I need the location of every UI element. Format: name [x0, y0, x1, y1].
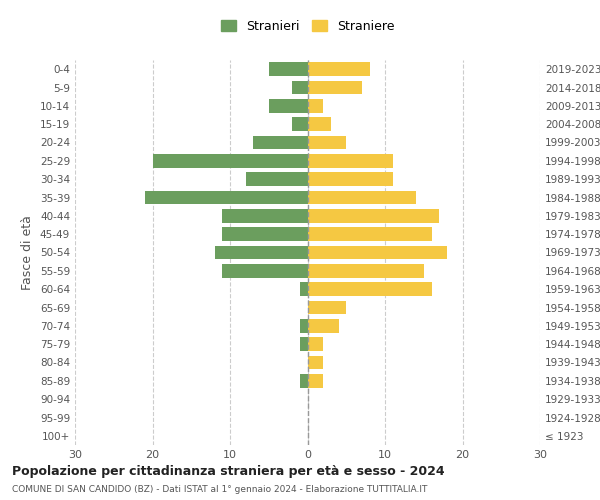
Bar	[308, 246, 447, 260]
Bar	[308, 338, 323, 351]
Bar	[222, 228, 308, 241]
Text: COMUNE DI SAN CANDIDO (BZ) - Dati ISTAT al 1° gennaio 2024 - Elaborazione TUTTIT: COMUNE DI SAN CANDIDO (BZ) - Dati ISTAT …	[12, 485, 427, 494]
Bar	[300, 338, 308, 351]
Bar	[308, 319, 338, 332]
Bar	[308, 172, 393, 186]
Bar	[300, 319, 308, 332]
Bar	[308, 80, 362, 94]
Legend: Stranieri, Straniere: Stranieri, Straniere	[217, 16, 398, 36]
Bar	[308, 99, 323, 112]
Y-axis label: Fasce di età: Fasce di età	[22, 215, 34, 290]
Bar	[300, 282, 308, 296]
Bar	[308, 228, 431, 241]
Bar	[308, 300, 346, 314]
Bar	[308, 136, 346, 149]
Bar	[269, 62, 308, 76]
Bar	[308, 282, 431, 296]
Bar	[253, 136, 308, 149]
Bar	[215, 246, 308, 260]
Bar	[308, 62, 370, 76]
Bar	[222, 264, 308, 278]
Text: Popolazione per cittadinanza straniera per età e sesso - 2024: Popolazione per cittadinanza straniera p…	[12, 465, 445, 478]
Bar	[308, 374, 323, 388]
Bar	[308, 190, 416, 204]
Bar	[245, 172, 308, 186]
Bar	[308, 209, 439, 222]
Bar	[152, 154, 308, 168]
Bar	[292, 118, 308, 131]
Bar	[308, 264, 424, 278]
Bar	[308, 154, 393, 168]
Bar	[145, 190, 308, 204]
Bar	[269, 99, 308, 112]
Bar	[308, 118, 331, 131]
Bar	[222, 209, 308, 222]
Bar	[292, 80, 308, 94]
Bar	[308, 356, 323, 370]
Bar	[300, 374, 308, 388]
